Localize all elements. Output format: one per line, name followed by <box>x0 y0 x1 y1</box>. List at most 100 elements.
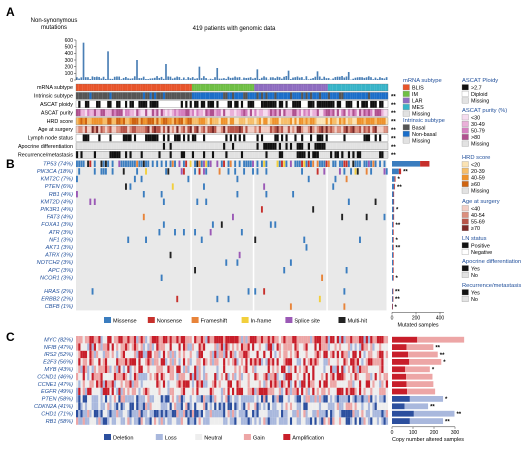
cn-cell <box>125 336 128 344</box>
mutation-cell <box>189 160 192 167</box>
track-cell <box>203 134 206 142</box>
cn-cell <box>341 380 344 388</box>
mutation-bar <box>294 77 297 80</box>
track-cell <box>176 109 179 117</box>
mutation-cell <box>227 160 230 167</box>
mutation-bar <box>174 77 176 80</box>
cn-cell <box>245 358 248 366</box>
cn-cell <box>218 373 221 381</box>
cn-cell <box>82 410 85 418</box>
track-cell <box>218 84 221 91</box>
cn-cell <box>203 358 206 366</box>
cn-bar-weak <box>406 373 433 380</box>
track-cell <box>332 117 335 125</box>
cn-cell <box>332 387 335 396</box>
mutation-cell <box>227 295 230 303</box>
track-cell <box>336 92 340 100</box>
track-cell <box>131 109 134 117</box>
mutation-bar <box>354 77 357 80</box>
cn-cell <box>303 380 306 388</box>
track-cell <box>263 100 266 108</box>
cn-cell <box>98 336 101 344</box>
cn-cell <box>109 410 112 418</box>
cn-cell <box>256 373 259 381</box>
track-cell <box>89 134 92 142</box>
mutation-cell <box>160 191 163 198</box>
cn-cell <box>301 387 304 396</box>
cn-cell <box>218 395 221 403</box>
track-cell <box>82 142 85 150</box>
cn-cell <box>154 365 157 373</box>
cn-cell <box>352 350 355 359</box>
track-cell <box>100 126 103 133</box>
x-axis-label: Mutated samples <box>397 322 438 328</box>
track-cell <box>287 126 290 133</box>
track-cell <box>89 109 92 117</box>
track-cell <box>220 142 224 150</box>
track-cell <box>363 134 366 142</box>
track-cell <box>111 134 114 142</box>
track-cell <box>238 100 241 108</box>
cn-cell <box>129 350 132 359</box>
cn-cell <box>87 395 90 403</box>
mutation-cell <box>256 160 259 167</box>
track-cell <box>216 134 219 142</box>
track-cell <box>307 92 311 100</box>
mutation-cell <box>136 160 139 167</box>
cn-cell <box>129 343 132 351</box>
cn-cell <box>379 343 382 351</box>
cn-cell <box>354 395 357 403</box>
cn-cell <box>196 387 199 396</box>
cn-cell <box>189 380 192 388</box>
track-cell <box>330 109 333 117</box>
cn-cell <box>122 395 126 403</box>
mutation-bar <box>209 78 212 80</box>
track-cell <box>294 134 297 142</box>
cn-cell <box>125 387 128 396</box>
track-cell <box>165 151 168 159</box>
cn-cell <box>260 336 264 344</box>
track-cell <box>196 84 199 91</box>
mutation-cell <box>158 229 161 236</box>
cn-cell <box>147 373 150 381</box>
cn-cell <box>276 380 279 388</box>
cn-cell <box>272 402 275 410</box>
track-cell <box>238 151 241 159</box>
cn-cell <box>365 417 368 425</box>
track-cell <box>330 151 333 159</box>
track-cell <box>107 134 110 142</box>
cn-cell <box>176 365 179 373</box>
track-cell <box>249 117 253 125</box>
track-cell <box>240 142 244 150</box>
cn-cell <box>272 358 275 366</box>
cn-cell <box>285 417 288 425</box>
cn-cell <box>98 387 101 396</box>
track-cell <box>127 126 130 133</box>
cn-cell <box>104 365 108 373</box>
track-cell <box>325 142 328 150</box>
cn-cell <box>76 365 79 373</box>
mutation-cell <box>151 160 154 167</box>
cn-cell <box>294 402 297 410</box>
cn-cell <box>301 380 304 388</box>
cn-cell <box>176 350 179 359</box>
cn-cell <box>107 358 110 366</box>
track-cell <box>187 134 190 142</box>
cn-cell <box>363 358 366 366</box>
track-cell <box>133 117 137 125</box>
cn-cell <box>301 395 304 403</box>
cn-cell <box>136 417 139 425</box>
track-cell <box>263 117 266 125</box>
track-cell <box>104 92 108 100</box>
cn-cell <box>205 395 208 403</box>
cn-cell <box>372 350 375 359</box>
track-cell <box>379 126 382 133</box>
cn-cell <box>238 336 241 344</box>
cn-cell <box>303 336 306 344</box>
cn-cell <box>140 373 143 381</box>
cn-cell <box>325 336 328 344</box>
mutation-cell <box>343 160 346 167</box>
cn-cell <box>318 373 322 381</box>
cn-cell <box>120 387 123 396</box>
cn-cell <box>125 365 128 373</box>
